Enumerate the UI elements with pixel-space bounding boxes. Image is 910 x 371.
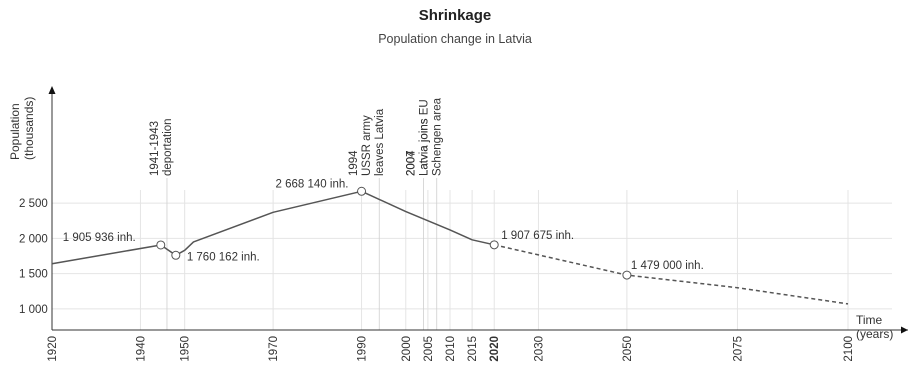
event-caption: deportation — [162, 118, 174, 176]
y-axis-label: Population — [8, 103, 22, 160]
x-tick-label: 2010 — [445, 336, 457, 362]
event-caption: 1994 — [348, 150, 360, 176]
x-axis-label: (years) — [856, 327, 893, 341]
x-axis-arrow-icon — [901, 326, 908, 334]
y-axis-arrow-icon — [48, 86, 56, 94]
x-tick-label: 2020 — [489, 336, 501, 362]
series-lines — [51, 190, 849, 305]
x-tick-label: 1950 — [180, 336, 192, 362]
event-caption: 2004 — [405, 150, 417, 176]
x-tick-label: 1970 — [268, 336, 280, 362]
data-point-marker — [489, 240, 499, 250]
event-caption: leaves Latvia — [374, 108, 386, 176]
x-tick-label: 2100 — [843, 336, 855, 362]
x-tick-label: 1940 — [135, 336, 147, 362]
axis-labels: Population (thousands) Time(years) — [8, 97, 893, 341]
x-tick-label: 2005 — [423, 336, 435, 362]
population-line — [51, 190, 495, 265]
chart-title: Shrinkage — [418, 7, 492, 24]
data-label: 1 760 162 inh. — [187, 251, 260, 263]
x-tick-label: 2075 — [732, 336, 744, 362]
x-axis-label: Time — [856, 313, 883, 327]
x-tick-label: 2000 — [401, 336, 413, 362]
grid — [51, 190, 892, 330]
data-point-marker — [156, 240, 166, 250]
data-points: 1 905 936 inh. 1 760 162 inh. 2 668 140 in… — [63, 178, 704, 280]
axes — [48, 86, 908, 334]
data-point-marker — [171, 250, 181, 260]
y-tick-label: 1 500 — [19, 269, 48, 281]
y-tick-label: 1 000 — [19, 304, 48, 316]
x-tick-label: 1990 — [357, 336, 369, 362]
event-caption: 1941-1943 — [149, 121, 161, 176]
y-axis-label: (thousands) — [22, 97, 36, 160]
x-tick-label: 2050 — [622, 336, 634, 362]
chart-subtitle: Population change in Latvia — [378, 32, 532, 46]
event-caption: 2007 — [406, 150, 418, 176]
y-tick-label: 2 000 — [19, 233, 48, 245]
event-markers: 1941-1943 deportation 1994 USSR army leaves … — [149, 97, 444, 330]
x-tick-labels: 1920 1940 1950 1970 1990 2000 2005 2010 2015 2020… — [47, 336, 855, 362]
event-caption: Latvia joins — [419, 118, 431, 176]
y-tick-labels: 1 000 1 500 2 000 2 500 — [19, 198, 48, 316]
event-caption: Schengen area — [432, 97, 444, 176]
forecast-line — [494, 244, 849, 305]
data-point-marker — [357, 186, 367, 196]
x-tick-label: 1920 — [47, 336, 59, 362]
data-label: 1 905 936 inh. — [63, 232, 136, 244]
y-tick-label: 2 500 — [19, 198, 48, 210]
data-label: 1 907 675 inh. — [501, 230, 574, 242]
x-tick-label: 2015 — [467, 336, 479, 362]
event-caption: USSR army — [361, 115, 373, 176]
data-label: 2 668 140 inh. — [276, 178, 349, 190]
data-point-marker — [622, 270, 632, 280]
x-tick-label: 2030 — [533, 336, 545, 362]
event-caption: Latvia joins EU — [418, 99, 430, 176]
data-label: 1 479 000 inh. — [631, 260, 704, 272]
